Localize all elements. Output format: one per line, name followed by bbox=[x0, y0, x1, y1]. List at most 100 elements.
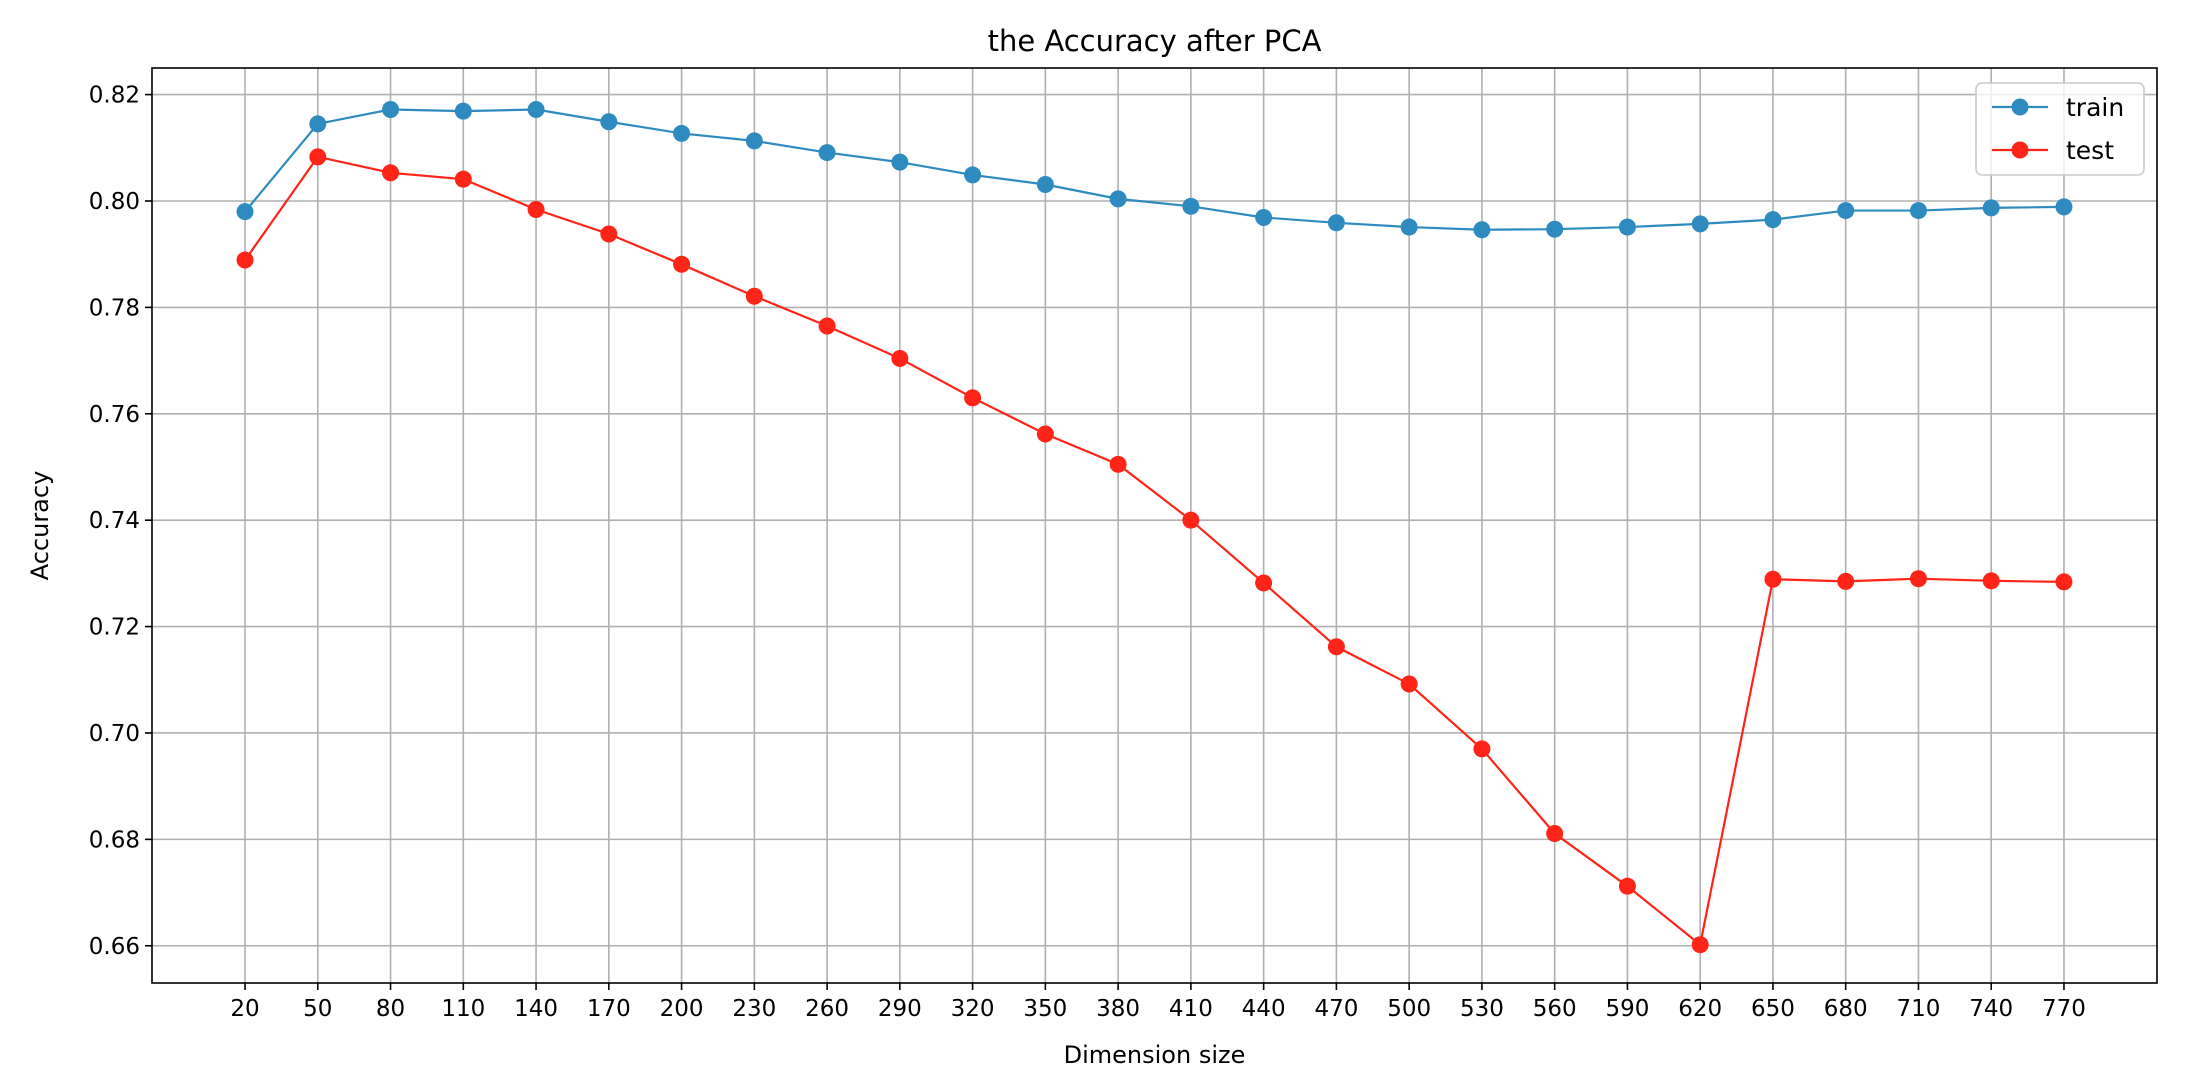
x-tick-label: 410 bbox=[1169, 996, 1213, 1022]
data-point-test bbox=[2055, 573, 2073, 591]
y-tick-label: 0.72 bbox=[89, 615, 140, 641]
data-point-train bbox=[236, 203, 254, 221]
legend-marker-test bbox=[2011, 141, 2029, 159]
data-point-train bbox=[818, 144, 836, 162]
x-tick-label: 770 bbox=[2042, 996, 2086, 1022]
data-point-train bbox=[1400, 218, 1418, 236]
data-point-test bbox=[673, 255, 691, 273]
x-tick-label: 530 bbox=[1460, 996, 1504, 1022]
y-tick-label: 0.66 bbox=[89, 934, 140, 960]
x-tick-label: 320 bbox=[951, 996, 995, 1022]
x-tick-label: 740 bbox=[1969, 996, 2013, 1022]
data-point-train bbox=[2055, 198, 2073, 216]
data-point-test bbox=[1982, 572, 2000, 590]
data-point-test bbox=[1909, 570, 1927, 588]
data-point-train bbox=[1982, 199, 2000, 217]
data-point-train bbox=[745, 132, 763, 150]
x-tick-label: 200 bbox=[660, 996, 704, 1022]
data-point-train bbox=[964, 166, 982, 184]
x-tick-label: 650 bbox=[1751, 996, 1795, 1022]
data-point-train bbox=[600, 113, 618, 131]
x-tick-label: 560 bbox=[1533, 996, 1577, 1022]
data-point-test bbox=[1255, 574, 1273, 592]
data-point-train bbox=[1837, 202, 1855, 220]
data-point-test bbox=[309, 148, 327, 166]
data-point-train bbox=[382, 100, 400, 118]
data-point-train bbox=[454, 102, 472, 120]
data-point-test bbox=[600, 225, 618, 243]
x-tick-label: 20 bbox=[230, 996, 259, 1022]
data-point-train bbox=[1182, 197, 1200, 215]
data-point-train bbox=[1327, 214, 1345, 232]
data-point-train bbox=[309, 115, 327, 133]
series-test bbox=[236, 148, 2073, 954]
x-tick-label: 50 bbox=[303, 996, 332, 1022]
data-point-test bbox=[818, 317, 836, 335]
grid-lines bbox=[152, 68, 2157, 983]
data-point-train bbox=[1764, 211, 1782, 229]
data-point-test bbox=[1546, 825, 1564, 843]
data-point-test bbox=[1837, 572, 1855, 590]
data-point-test bbox=[1036, 425, 1054, 443]
data-point-train bbox=[1036, 176, 1054, 194]
data-point-train bbox=[1909, 202, 1927, 220]
x-tick-label: 110 bbox=[441, 996, 485, 1022]
data-point-test bbox=[1691, 936, 1709, 954]
data-point-test bbox=[527, 201, 545, 219]
x-tick-label: 80 bbox=[376, 996, 405, 1022]
legend-marker-train bbox=[2011, 98, 2029, 116]
y-tick-label: 0.80 bbox=[89, 189, 140, 215]
data-point-train bbox=[1255, 208, 1273, 226]
x-axis-ticks: 20 50 80 110 140 170 200 230 260 290 320 350 380 410 4… bbox=[230, 983, 2086, 1022]
x-tick-label: 590 bbox=[1605, 996, 1649, 1022]
data-point-test bbox=[1764, 570, 1782, 588]
legend-entry-test: test bbox=[1992, 136, 2114, 165]
x-tick-label: 470 bbox=[1314, 996, 1358, 1022]
y-tick-label: 0.76 bbox=[89, 402, 140, 428]
y-axis-title: Accuracy bbox=[26, 471, 54, 581]
legend-entry-train: train bbox=[1992, 93, 2124, 122]
data-point-test bbox=[1182, 511, 1200, 529]
chart-title: the Accuracy after PCA bbox=[988, 24, 1322, 58]
data-point-train bbox=[1618, 218, 1636, 236]
data-point-test bbox=[236, 251, 254, 269]
y-tick-label: 0.82 bbox=[89, 83, 140, 109]
data-point-train bbox=[1109, 190, 1127, 208]
legend: train test bbox=[1975, 82, 2145, 176]
y-axis-ticks: 0.66 0.68 0.70 0.72 0.74 0.76 0.78 0.80 0.82 bbox=[89, 83, 152, 960]
data-point-test bbox=[891, 349, 909, 367]
x-tick-label: 710 bbox=[1897, 996, 1941, 1022]
data-point-test bbox=[1327, 638, 1345, 656]
y-tick-label: 0.78 bbox=[89, 295, 140, 321]
x-tick-label: 170 bbox=[587, 996, 631, 1022]
data-point-test bbox=[454, 170, 472, 188]
x-tick-label: 230 bbox=[732, 996, 776, 1022]
data-point-train bbox=[673, 124, 691, 142]
data-point-train bbox=[527, 100, 545, 118]
x-tick-label: 380 bbox=[1096, 996, 1140, 1022]
x-axis-title: Dimension size bbox=[1064, 1041, 1246, 1069]
legend-label-test: test bbox=[2066, 136, 2114, 165]
data-point-test bbox=[1109, 455, 1127, 473]
plot-area-frame bbox=[151, 67, 2158, 984]
x-tick-label: 140 bbox=[514, 996, 558, 1022]
data-point-test bbox=[1473, 740, 1491, 758]
data-point-test bbox=[964, 389, 982, 407]
x-tick-label: 440 bbox=[1242, 996, 1286, 1022]
data-point-test bbox=[382, 164, 400, 182]
y-tick-label: 0.74 bbox=[89, 508, 140, 534]
data-point-train bbox=[891, 153, 909, 171]
legend-label-train: train bbox=[2066, 93, 2124, 122]
data-point-test bbox=[745, 287, 763, 305]
x-tick-label: 290 bbox=[878, 996, 922, 1022]
data-point-test bbox=[1400, 675, 1418, 693]
series-train bbox=[236, 100, 2073, 239]
series-line-test bbox=[244, 155, 2064, 947]
x-tick-label: 680 bbox=[1824, 996, 1868, 1022]
data-point-train bbox=[1691, 215, 1709, 233]
x-tick-label: 260 bbox=[805, 996, 849, 1022]
x-tick-label: 500 bbox=[1387, 996, 1431, 1022]
data-point-train bbox=[1473, 221, 1491, 239]
y-tick-label: 0.68 bbox=[89, 827, 140, 853]
